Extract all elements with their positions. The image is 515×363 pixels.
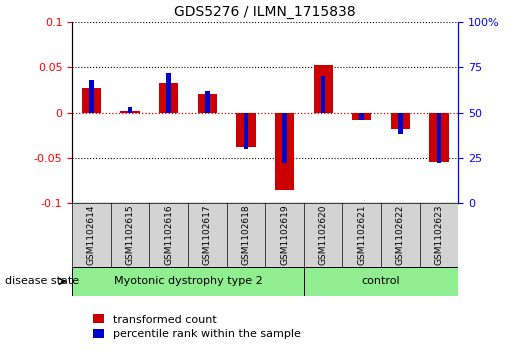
Bar [205,91,210,113]
Bar [236,113,255,147]
Text: GSM1102621: GSM1102621 [357,205,366,265]
Text: control: control [362,276,401,286]
Bar [275,113,294,189]
Bar [198,94,217,113]
Bar [398,113,403,134]
Bar [282,113,287,163]
Bar [159,83,178,113]
Text: GSM1102616: GSM1102616 [164,205,173,265]
Text: Myotonic dystrophy type 2: Myotonic dystrophy type 2 [114,276,262,286]
Text: disease state: disease state [5,276,79,286]
Bar [121,111,140,113]
Bar [352,113,371,120]
Text: GSM1102620: GSM1102620 [319,205,328,265]
Bar [166,73,171,113]
Text: GSM1102618: GSM1102618 [242,205,250,265]
Text: GSM1102617: GSM1102617 [203,205,212,265]
Bar [304,267,458,296]
Text: GSM1102619: GSM1102619 [280,205,289,265]
Bar [391,113,410,129]
Title: GDS5276 / ILMN_1715838: GDS5276 / ILMN_1715838 [175,5,356,19]
Text: GSM1102615: GSM1102615 [126,205,134,265]
Text: GSM1102622: GSM1102622 [396,205,405,265]
Bar [128,107,132,113]
Text: GSM1102623: GSM1102623 [435,205,443,265]
Bar [314,65,333,113]
Bar [437,113,441,163]
Text: GSM1102614: GSM1102614 [87,205,96,265]
Bar [82,88,101,113]
Bar [430,113,449,163]
Bar [321,76,325,113]
Bar [72,267,304,296]
Bar [359,113,364,120]
Bar [89,80,94,113]
Legend: transformed count, percentile rank within the sample: transformed count, percentile rank withi… [93,314,301,339]
Bar [244,113,248,149]
